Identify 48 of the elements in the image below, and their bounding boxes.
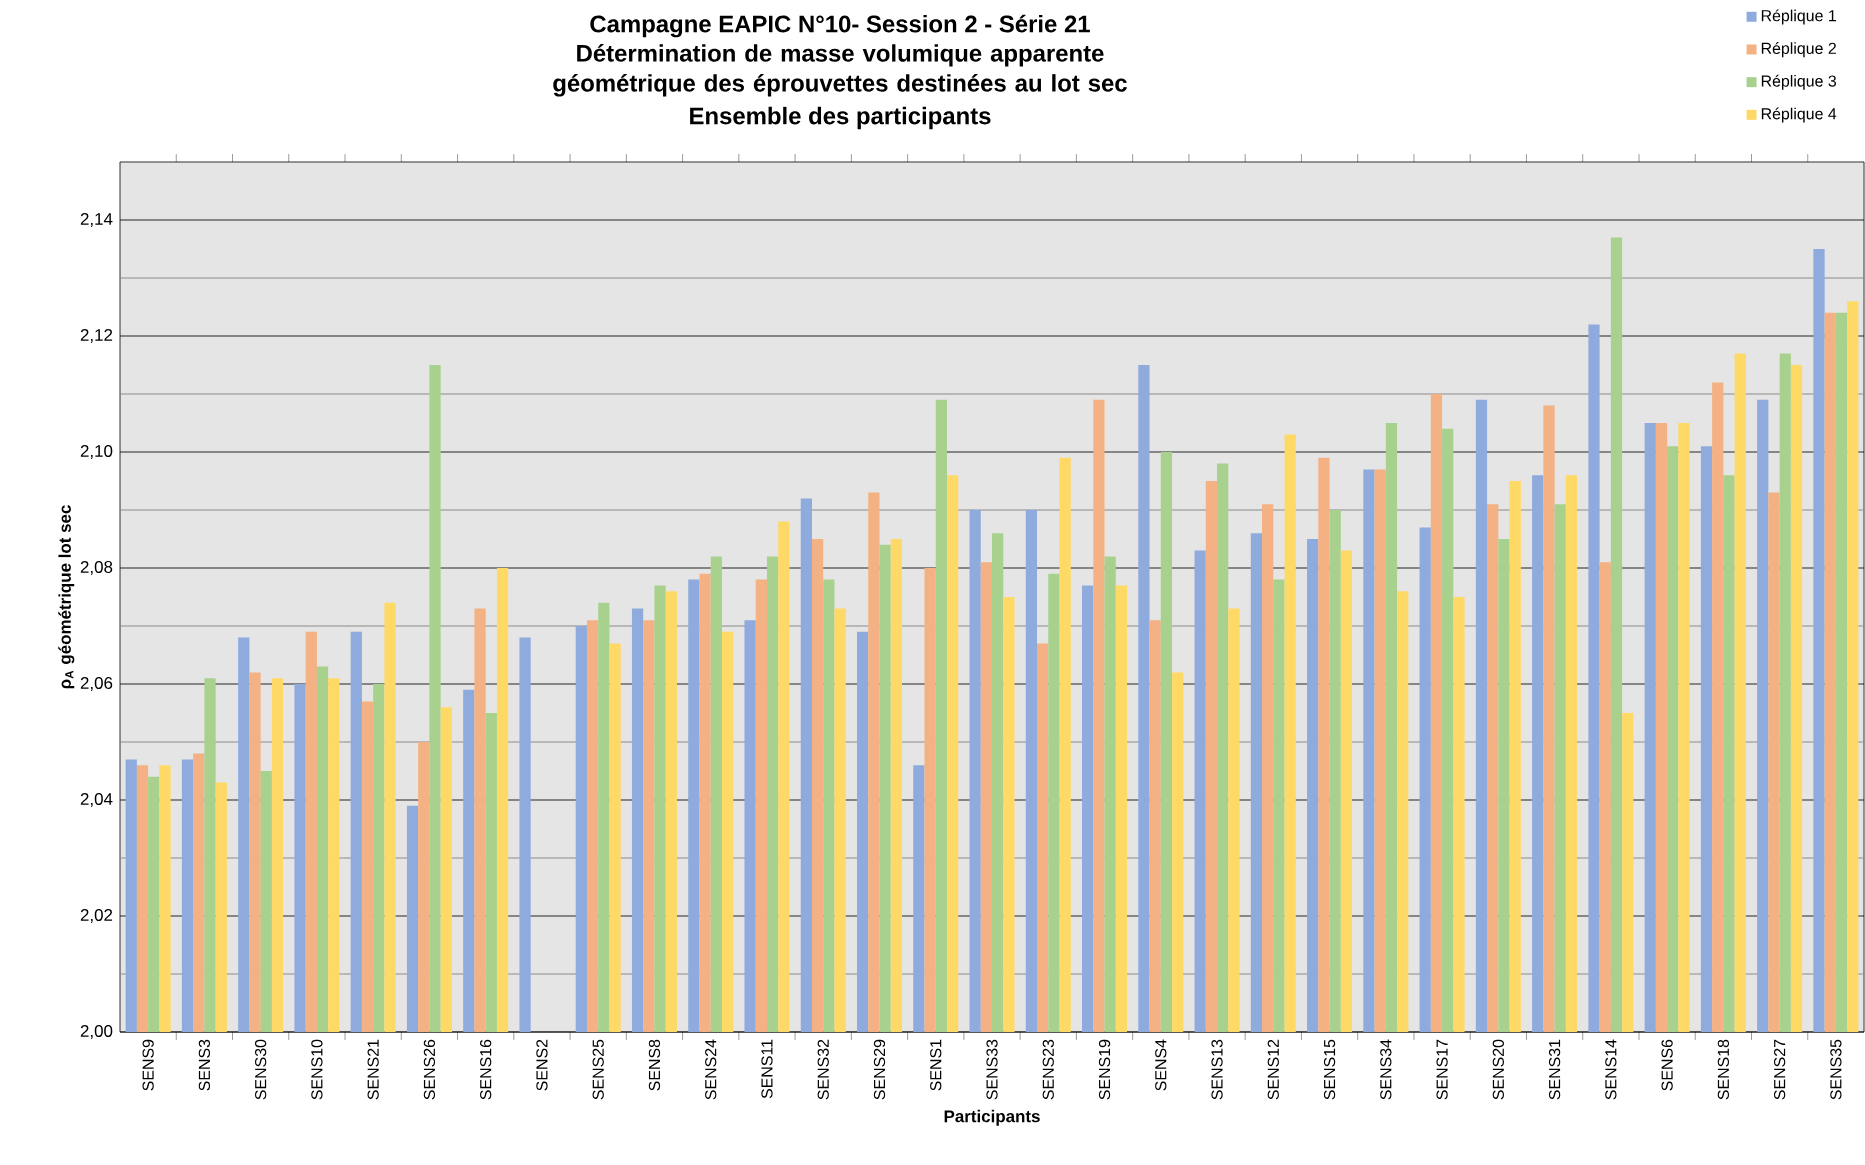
x-tick-label: SENS18 [1717,1039,1730,1100]
y-tick-label: 2,12 [80,329,113,343]
x-tick-label: SENS11 [761,1039,773,1099]
y-tick-label: 2,10 [80,445,113,459]
y-tick-label: 2,06 [80,677,113,691]
x-tick-label: SENS33 [986,1039,998,1100]
x-tick-label: SENS3 [198,1039,211,1091]
x-tick-label: SENS29 [873,1039,886,1100]
legend-label: Réplique 4 [1761,107,1837,123]
x-tick-label: SENS34 [1380,1039,1392,1100]
x-tick-label: SENS8 [648,1039,661,1091]
x-tick-label: SENS31 [1548,1039,1561,1100]
y-tick-label: 2,00 [80,1025,113,1039]
x-tick-label: SENS13 [1211,1039,1223,1100]
x-tick-label: SENS24 [705,1039,717,1100]
x-tick-label: SENS2 [536,1039,548,1091]
x-tick-label: SENS26 [423,1039,436,1100]
y-tick-label: 2,04 [80,793,113,807]
x-tick-label: SENS25 [592,1039,604,1100]
x-tick-label: SENS9 [142,1039,154,1091]
y-tick-label: 2,02 [80,909,113,923]
x-tick-label: SENS27 [1773,1039,1786,1100]
chart-title: Campagne EAPIC N°10- Session 2 - Série 21 [590,14,1090,38]
y-axis-title: ρ$_{A}$ géométrique lot sec [58,505,75,689]
x-tick-label: SENS21 [367,1039,379,1100]
chart-subtitle: Détermination de masse volumique apparente géométrique des éprouvettes destinées au lot sec [553,44,1127,97]
x-tick-label: SENS20 [1492,1039,1504,1100]
x-tick-label: SENS1 [930,1039,942,1091]
x-tick-label: SENS16 [480,1039,492,1100]
x-tick-label: SENS4 [1155,1039,1167,1091]
x-tick-label: SENS23 [1042,1039,1054,1100]
x-tick-label: SENS30 [255,1039,267,1100]
x-tick-label: SENS17 [1436,1039,1448,1100]
x-tick-label: SENS32 [817,1039,829,1100]
x-tick-label: SENS19 [1098,1039,1111,1100]
x-tick-label: SENS12 [1267,1039,1279,1100]
legend-label: Réplique 2 [1761,42,1836,58]
text: Ensemble des participants [690,106,991,130]
x-tick-label: SENS6 [1661,1039,1673,1091]
x-axis-title: Participants [944,1109,1040,1126]
x-tick-label: SENS35 [1830,1039,1842,1100]
x-tick-label: SENS14 [1605,1039,1617,1100]
y-tick-label: 2,08 [80,561,113,575]
x-tick-label: SENS15 [1323,1039,1336,1100]
legend-label: Réplique 3 [1761,74,1837,90]
legend-label: Réplique 1 [1761,9,1836,25]
y-tick-label: 2,14 [80,213,113,227]
x-tick-label: SENS10 [311,1039,323,1100]
